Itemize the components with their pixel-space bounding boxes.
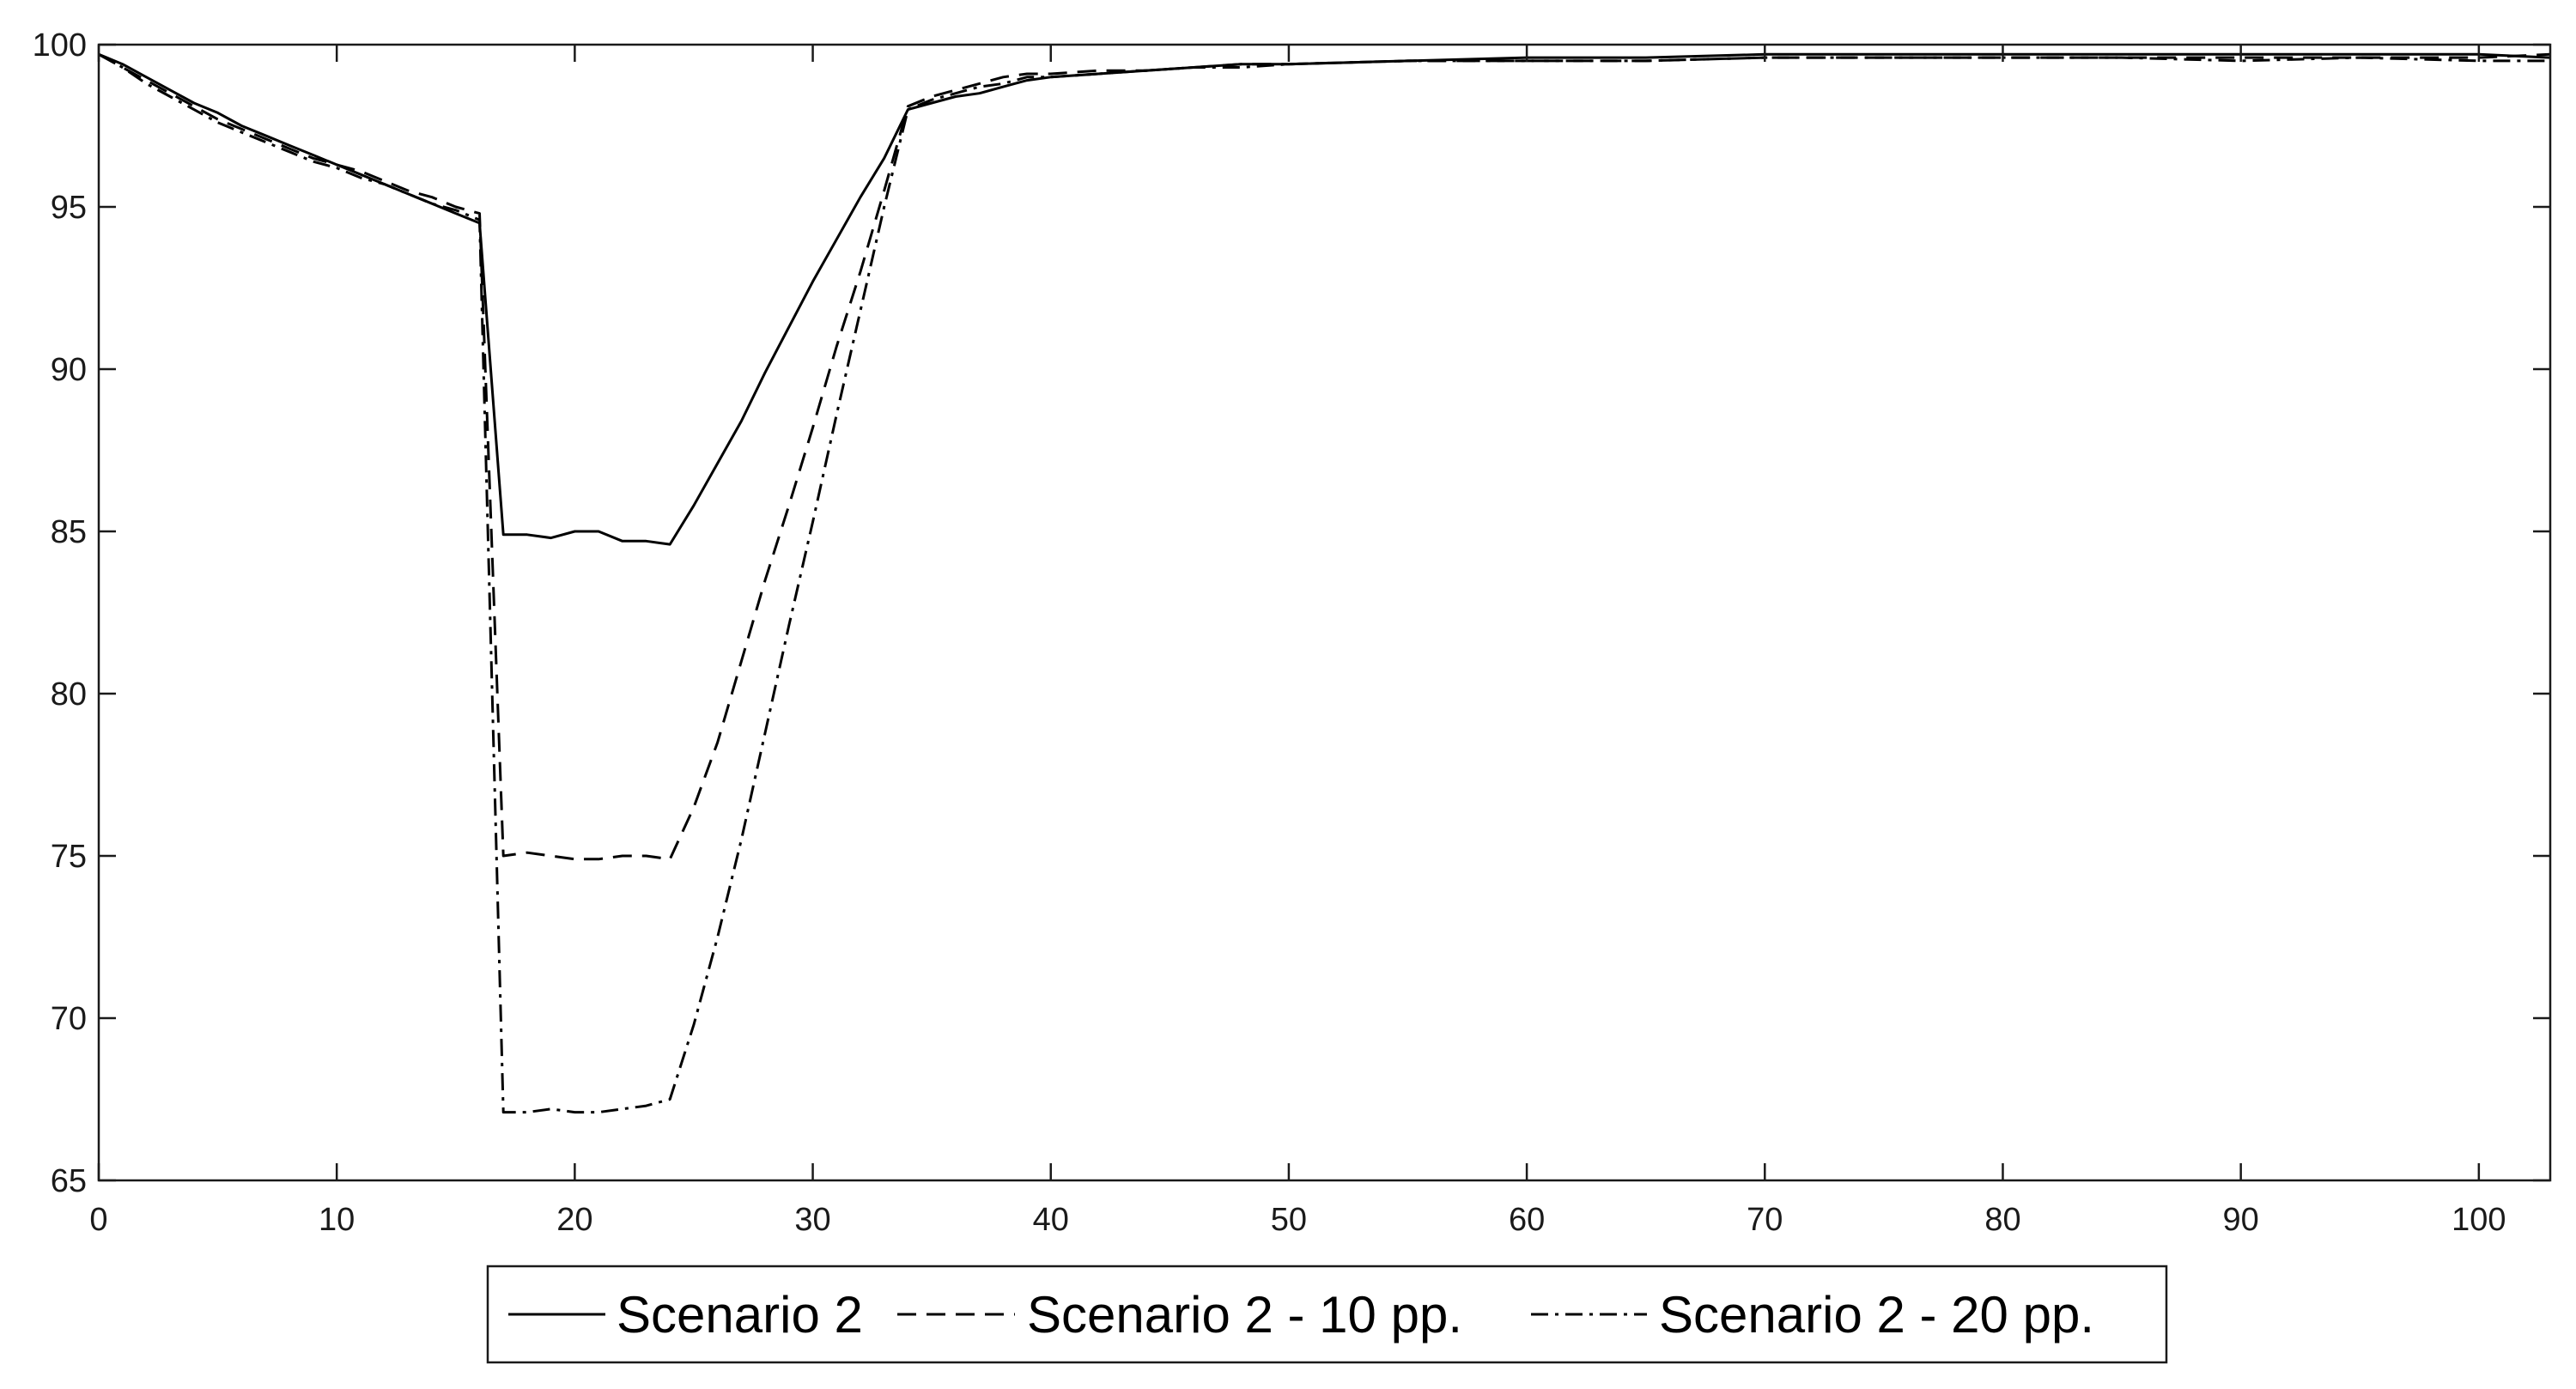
y-tick-label: 90 [51, 352, 87, 388]
y-tick-label: 65 [51, 1163, 87, 1199]
y-axis: 65 70 75 80 85 90 95 100 [33, 27, 2550, 1199]
y-tick-label: 85 [51, 514, 87, 550]
x-tick-label: 40 [1033, 1202, 1069, 1238]
y-tick-label: 100 [33, 27, 87, 64]
x-tick-label: 70 [1747, 1202, 1783, 1238]
x-tick-label: 80 [1984, 1202, 2020, 1238]
legend-label-1: Scenario 2 [617, 1286, 863, 1344]
x-tick-label: 30 [794, 1202, 830, 1238]
x-axis: 0 10 20 30 40 50 60 70 80 90 100 [89, 45, 2506, 1238]
legend-label-2: Scenario 2 - 10 pp. [1027, 1286, 1462, 1344]
series-line-2 [98, 52, 2551, 861]
series-line-3 [98, 52, 2550, 1114]
legend-label-3: Scenario 2 - 20 pp. [1659, 1286, 2094, 1344]
legend: Scenario 2 Scenario 2 - 10 pp. Scenario 2 … [486, 1265, 2168, 1364]
x-tick-label: 20 [556, 1202, 592, 1238]
x-tick-label: 90 [2223, 1202, 2259, 1238]
series-line-1 [98, 52, 2551, 546]
x-tick-label: 100 [2451, 1202, 2506, 1238]
y-tick-label: 70 [51, 1001, 87, 1037]
y-tick-label: 95 [51, 190, 87, 226]
y-tick-label: 75 [51, 839, 87, 875]
legend-box [486, 1265, 2168, 1364]
plot-lines [98, 52, 2551, 1114]
x-tick-label: 10 [319, 1202, 355, 1238]
x-tick-label: 0 [89, 1202, 107, 1238]
plot-frame [97, 43, 2552, 1182]
x-tick-label: 50 [1271, 1202, 1307, 1238]
x-tick-label: 60 [1509, 1202, 1545, 1238]
y-tick-label: 80 [51, 676, 87, 713]
